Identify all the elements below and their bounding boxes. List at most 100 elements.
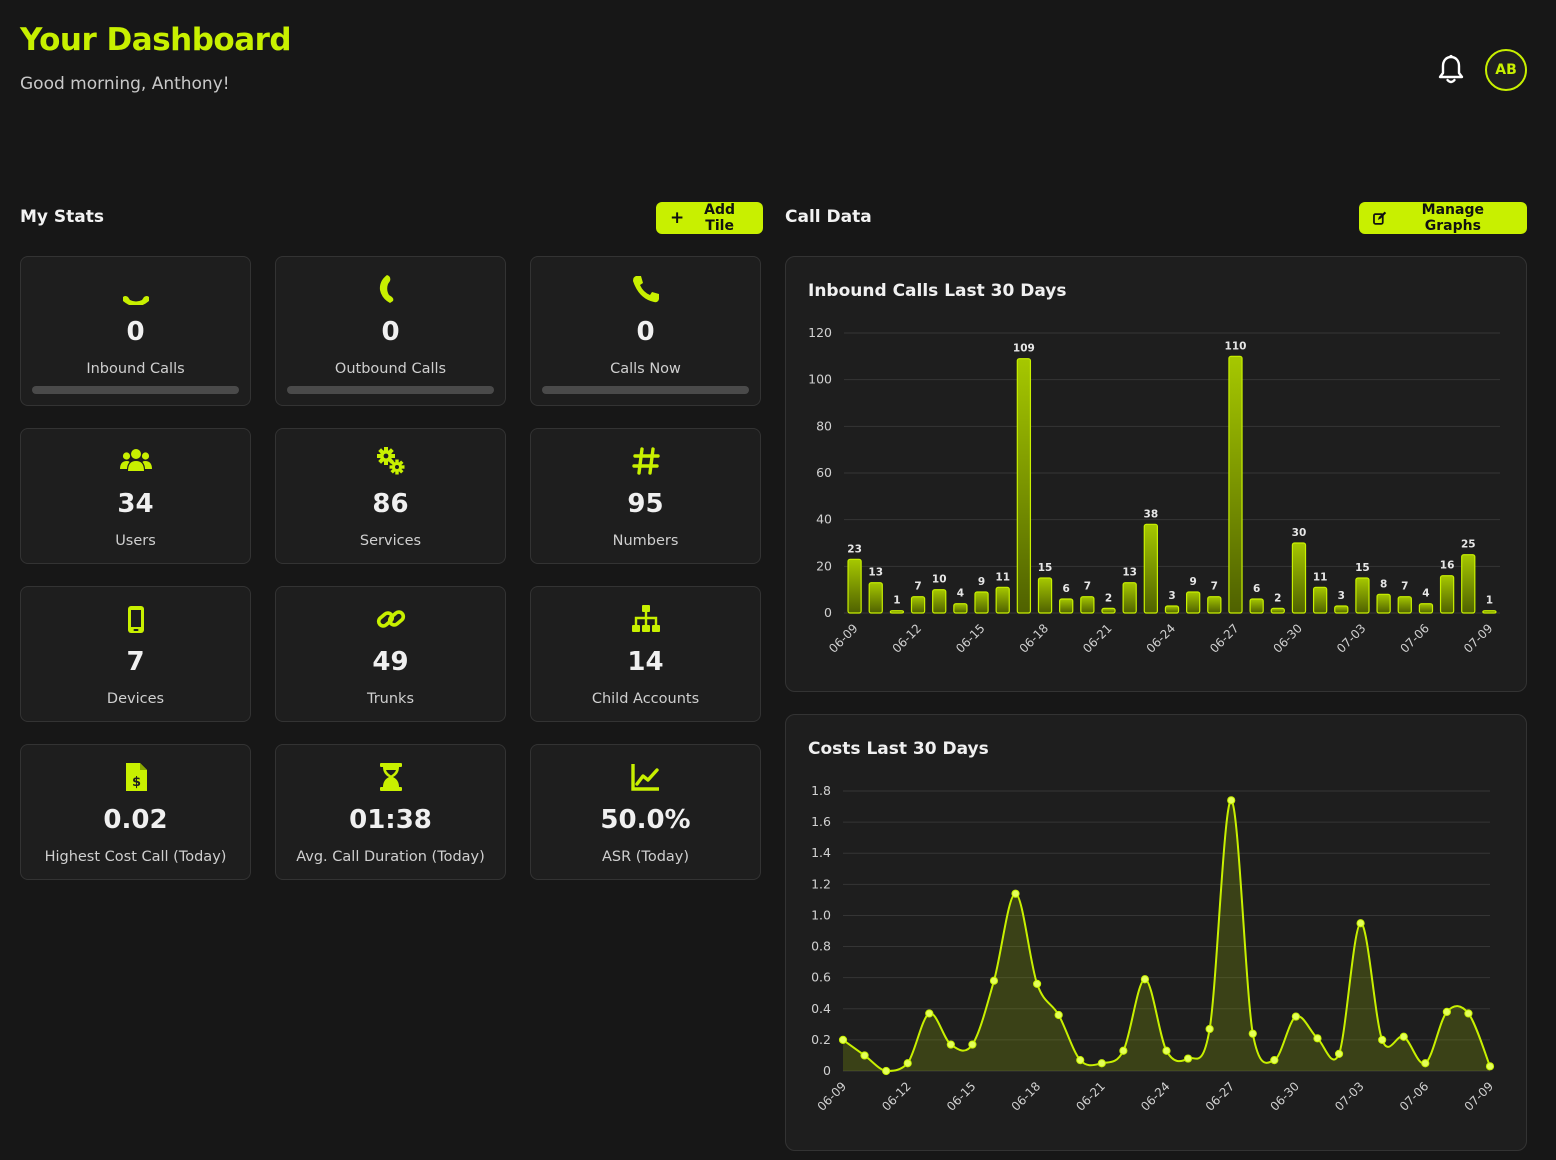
bar	[1186, 591, 1201, 614]
stat-tile-trunks[interactable]: 49 Trunks	[275, 586, 506, 722]
add-tile-label: Add Tile	[704, 202, 736, 234]
x-tick-label: 06-09	[815, 1079, 850, 1114]
data-point	[946, 1040, 955, 1049]
bar-data-label: 3	[1168, 590, 1175, 602]
line-chart-icon	[630, 764, 659, 791]
stat-tile-child-accounts[interactable]: 14 Child Accounts	[530, 586, 761, 722]
stat-tile-devices[interactable]: 7 Devices	[20, 586, 251, 722]
data-point	[903, 1059, 912, 1068]
bar	[932, 589, 947, 614]
hourglass-icon	[379, 763, 402, 791]
bar-data-label: 109	[1013, 343, 1035, 355]
avatar[interactable]: AB	[1485, 49, 1527, 91]
stat-tile-highest-cost-call-today[interactable]: $0.02 Highest Cost Call (Today)	[20, 744, 251, 880]
bar	[1207, 596, 1222, 614]
stat-value: 01:38	[349, 805, 432, 835]
bar-data-label: 9	[978, 576, 985, 588]
bar	[1291, 542, 1307, 614]
x-tick-label: 06-21	[1080, 621, 1115, 656]
y-tick-label: 1.6	[811, 814, 831, 829]
phone-icon	[632, 276, 659, 303]
bar-data-label: 11	[1313, 571, 1328, 583]
stat-value: 34	[117, 489, 154, 519]
bar-data-label: 10	[932, 574, 947, 586]
data-point	[1270, 1056, 1279, 1065]
stat-label: Devices	[106, 691, 165, 707]
stat-value: 0	[126, 317, 145, 347]
data-point	[838, 1035, 848, 1044]
stat-label: Inbound Calls	[86, 361, 185, 377]
stat-tile-users[interactable]: 34 Users	[20, 428, 251, 564]
call-data-title: Call Data	[785, 207, 872, 227]
bar-data-label: 30	[1292, 527, 1307, 539]
bar	[1312, 586, 1328, 614]
bar	[1397, 596, 1412, 614]
y-tick-label: 1.0	[811, 907, 831, 922]
bar	[1376, 593, 1391, 614]
manage-graphs-button[interactable]: Manage Graphs	[1359, 202, 1527, 234]
manage-graphs-label: Manage Graphs	[1421, 202, 1484, 234]
data-point	[1248, 1029, 1257, 1038]
stat-tile-services[interactable]: 86 Services	[275, 428, 506, 564]
bar	[995, 586, 1010, 614]
data-point	[1464, 1009, 1473, 1018]
data-point	[1313, 1034, 1322, 1043]
bar-data-label: 110	[1225, 340, 1247, 352]
bar-data-label: 7	[1401, 581, 1408, 593]
greeting-text: Good morning, Anthony!	[20, 74, 230, 94]
bar	[1037, 577, 1053, 614]
y-tick-label: 20	[816, 558, 832, 573]
edit-icon	[1373, 211, 1387, 225]
stat-tile-asr-today[interactable]: 50.0% ASR (Today)	[530, 744, 761, 880]
page-title: Your Dashboard	[20, 22, 292, 58]
y-tick-label: 1.2	[811, 876, 831, 891]
bar	[1418, 603, 1434, 614]
x-tick-label: 07-09	[1461, 621, 1496, 656]
stat-label: ASR (Today)	[601, 849, 690, 865]
bar	[847, 558, 862, 614]
bar-data-label: 8	[1380, 578, 1387, 590]
bell-icon[interactable]	[1436, 54, 1466, 86]
gears-icon	[376, 447, 404, 475]
mobile-device-icon	[127, 606, 144, 633]
y-tick-label: 80	[816, 418, 832, 433]
stat-label: Outbound Calls	[334, 361, 447, 377]
bar-data-label: 7	[1084, 581, 1091, 593]
data-point	[1140, 975, 1150, 984]
x-tick-label: 06-30	[1271, 621, 1306, 656]
bar-data-label: 25	[1461, 539, 1476, 551]
y-tick-label: 0.8	[811, 939, 831, 954]
stat-tile-numbers[interactable]: 95 Numbers	[530, 428, 761, 564]
add-tile-button[interactable]: + Add Tile	[656, 202, 763, 234]
data-point	[1033, 979, 1042, 988]
svg-text:$: $	[131, 775, 140, 790]
stat-label: Services	[359, 533, 422, 549]
stat-tile-avg-call-duration-today[interactable]: 01:38 Avg. Call Duration (Today)	[275, 744, 506, 880]
bar-data-label: 15	[1355, 562, 1370, 574]
bar	[953, 603, 968, 614]
y-tick-label: 40	[816, 512, 832, 527]
bar	[1164, 605, 1180, 614]
plus-icon: +	[670, 207, 685, 228]
bar-data-label: 4	[957, 588, 964, 600]
bar-data-label: 1	[1486, 595, 1493, 607]
stat-value: 14	[627, 647, 664, 677]
data-point	[1356, 919, 1365, 928]
stat-tile-outbound-calls[interactable]: 0 Outbound Calls	[275, 256, 506, 406]
y-tick-label: 60	[816, 465, 832, 480]
stat-value: 0	[381, 317, 400, 347]
bar-data-label: 15	[1038, 562, 1053, 574]
bar	[910, 596, 926, 614]
bar	[1080, 596, 1095, 614]
x-tick-label: 06-09	[826, 621, 861, 656]
chart-title: Costs Last 30 Days	[808, 739, 989, 759]
area-fill	[843, 800, 1490, 1071]
stat-tile-calls-now[interactable]: 0 Calls Now	[530, 256, 761, 406]
stat-label: Highest Cost Call (Today)	[44, 849, 227, 865]
stat-tile-inbound-calls[interactable]: 0 Inbound Calls	[20, 256, 251, 406]
stat-progress-bar	[32, 386, 239, 394]
users-icon	[119, 449, 152, 471]
bar-data-label: 38	[1144, 508, 1159, 520]
data-point	[882, 1066, 891, 1076]
invoice-dollar-icon: $	[125, 763, 147, 791]
